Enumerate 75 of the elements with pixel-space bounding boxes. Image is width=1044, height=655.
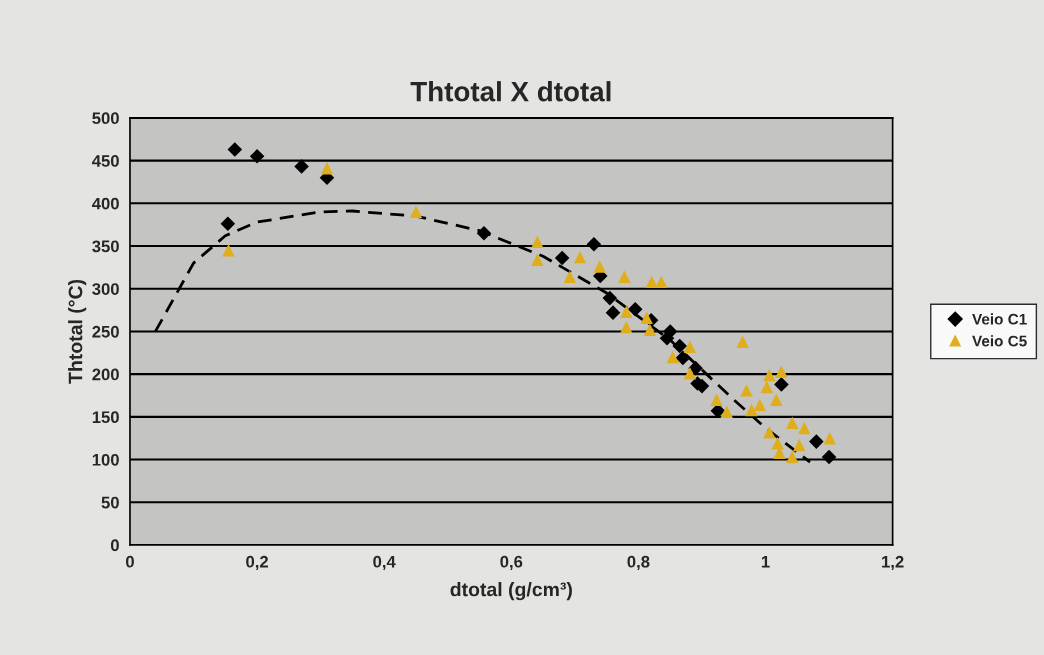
point	[573, 250, 587, 264]
point	[683, 340, 697, 354]
point	[770, 393, 783, 406]
point	[627, 301, 643, 317]
point	[531, 253, 544, 266]
point	[785, 450, 799, 464]
x-tick-label: 0,4	[373, 555, 396, 571]
point	[409, 205, 423, 219]
point	[688, 360, 703, 376]
x-tick-label: 1	[761, 555, 770, 568]
point	[222, 244, 235, 257]
point	[720, 405, 733, 418]
point	[760, 380, 773, 394]
y-tick-label: 450	[92, 155, 119, 167]
point	[753, 398, 766, 412]
point	[640, 311, 653, 324]
point	[774, 377, 789, 392]
point	[785, 416, 799, 430]
point	[593, 260, 606, 273]
y-tick-label: 50	[101, 496, 119, 509]
y-tick-label: 300	[92, 283, 119, 295]
point	[320, 162, 334, 175]
y-tick-label: 250	[92, 325, 119, 338]
point	[655, 275, 668, 289]
point	[666, 350, 679, 364]
point	[227, 142, 243, 157]
point	[740, 384, 753, 397]
point	[476, 225, 492, 241]
point	[736, 335, 749, 348]
point	[605, 305, 621, 320]
point	[586, 237, 602, 252]
point	[620, 305, 633, 318]
point	[675, 350, 691, 366]
x-tick-label: 0,2	[246, 555, 268, 571]
point	[618, 270, 631, 283]
y-tick-label: 500	[92, 112, 119, 125]
point	[745, 403, 758, 417]
legend-label: Veio C1	[972, 313, 1027, 325]
point	[763, 426, 776, 439]
x-tick-label: 0,8	[627, 555, 650, 571]
point	[294, 159, 309, 174]
point	[710, 393, 723, 406]
y-axis-title: Thtotal (°C)	[68, 279, 87, 384]
point	[602, 290, 618, 306]
point	[771, 437, 784, 450]
chart-title: Thtotal X dtotal	[410, 81, 611, 102]
point	[798, 421, 811, 435]
y-tick-label: 150	[92, 411, 119, 424]
legend-label: Veio C5	[972, 335, 1027, 347]
point	[620, 320, 633, 334]
point	[563, 270, 576, 283]
y-tick-label: 0	[110, 539, 119, 552]
point	[792, 438, 806, 452]
point	[821, 449, 837, 465]
point	[643, 323, 657, 336]
y-tick-label: 400	[92, 197, 119, 210]
x-tick-label: 0	[126, 555, 134, 568]
point	[775, 365, 788, 378]
point	[672, 338, 687, 354]
point	[554, 250, 570, 266]
point	[823, 431, 836, 445]
y-tick-label: 350	[92, 240, 119, 253]
point	[531, 235, 544, 248]
x-axis-title: dtotal (g/cm³)	[450, 582, 572, 601]
point	[683, 367, 697, 380]
point	[763, 368, 776, 382]
x-tick-label: 1,2	[882, 555, 904, 571]
point	[662, 324, 678, 339]
x-tick-label: 0,6	[500, 555, 523, 571]
point	[645, 275, 658, 289]
point	[220, 216, 236, 232]
y-tick-label: 200	[92, 368, 119, 381]
point	[809, 434, 824, 449]
point	[249, 149, 265, 164]
y-tick-label: 100	[92, 453, 119, 466]
